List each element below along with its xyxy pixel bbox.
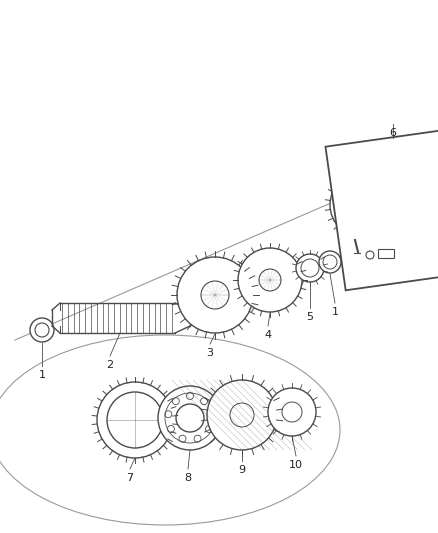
- Text: 8: 8: [184, 473, 191, 483]
- Circle shape: [30, 318, 54, 342]
- Circle shape: [296, 254, 324, 282]
- Circle shape: [377, 162, 438, 238]
- Bar: [378, 249, 394, 258]
- Text: 5: 5: [307, 312, 314, 322]
- Circle shape: [330, 173, 394, 237]
- Circle shape: [319, 251, 341, 273]
- Circle shape: [268, 388, 316, 436]
- Text: 3: 3: [206, 348, 213, 358]
- Circle shape: [97, 382, 173, 458]
- Text: 1: 1: [39, 370, 46, 380]
- Circle shape: [207, 380, 277, 450]
- Text: 6: 6: [389, 128, 396, 138]
- Text: 2: 2: [106, 360, 113, 370]
- Text: 9: 9: [238, 465, 246, 475]
- Text: 4: 4: [265, 330, 272, 340]
- Text: 7: 7: [127, 473, 134, 483]
- Text: 10: 10: [289, 460, 303, 470]
- Circle shape: [158, 386, 222, 450]
- Text: 1: 1: [332, 307, 339, 317]
- Circle shape: [238, 248, 302, 312]
- Circle shape: [177, 257, 253, 333]
- Ellipse shape: [435, 160, 438, 236]
- Polygon shape: [325, 131, 438, 290]
